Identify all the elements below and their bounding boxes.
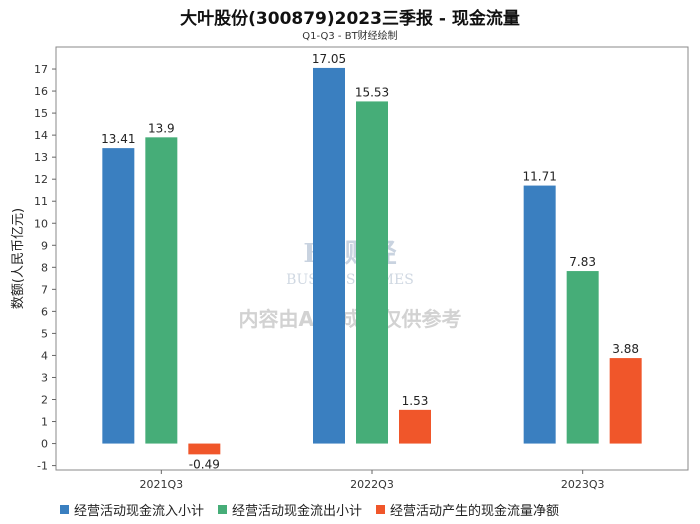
legend-label-inflow: 经营活动现金流入小计 xyxy=(74,504,205,519)
legend: 经营活动现金流入小计 经营活动现金流出小计 经营活动产生的现金流量净额 xyxy=(60,500,559,519)
bar-2023Q3-s1 xyxy=(566,271,599,444)
y-tick-label: 13 xyxy=(34,151,48,164)
y-tick-label: 12 xyxy=(34,173,48,186)
data-label: 17.05 xyxy=(312,52,346,66)
bar-2023Q3-s0 xyxy=(523,185,556,444)
y-tick-label: 0 xyxy=(41,438,48,451)
data-label: 1.53 xyxy=(402,394,429,408)
y-tick-label: 6 xyxy=(41,305,48,318)
bar-2022Q3-s2 xyxy=(399,409,431,444)
chart-subtitle: Q1-Q3 - BT财经绘制 xyxy=(302,31,398,42)
bar-2022Q3-s0 xyxy=(313,67,345,444)
legend-item-net[interactable]: 经营活动产生的现金流量净额 xyxy=(376,500,559,519)
y-tick-label: 11 xyxy=(34,195,48,208)
y-tick-label: 16 xyxy=(34,85,48,98)
y-tick-label: 14 xyxy=(34,129,48,142)
legend-label-net: 经营活动产生的现金流量净额 xyxy=(390,504,560,519)
data-label: 13.41 xyxy=(101,132,135,146)
legend-item-inflow[interactable]: 经营活动现金流入小计 xyxy=(60,500,204,519)
data-label: 3.88 xyxy=(612,342,639,356)
data-label: 11.71 xyxy=(522,170,556,184)
bar-2022Q3-s1 xyxy=(356,101,388,444)
bar-2021Q3-s1 xyxy=(145,137,178,444)
data-label: 15.53 xyxy=(355,85,389,99)
legend-swatch-inflow xyxy=(60,505,69,514)
x-tick-label: 2022Q3 xyxy=(350,478,394,491)
y-tick-label: 9 xyxy=(41,239,48,252)
chart-title: 大叶股份(300879)2023三季报 - 现金流量 xyxy=(180,9,520,29)
legend-swatch-net xyxy=(376,505,386,514)
y-tick-label: 7 xyxy=(41,283,48,296)
y-tick-label: 17 xyxy=(34,63,48,76)
y-tick-label: -1 xyxy=(37,460,48,473)
legend-item-outflow[interactable]: 经营活动现金流出小计 xyxy=(218,500,362,519)
bar-2021Q3-s2 xyxy=(188,443,221,455)
y-tick-label: 1 xyxy=(41,416,48,429)
x-tick-label: 2023Q3 xyxy=(561,478,605,491)
y-tick-label: 10 xyxy=(34,217,48,230)
watermark-notice: 内容由AI生成，仅供参考 xyxy=(239,307,462,331)
y-tick-label: 2 xyxy=(41,394,48,407)
y-tick-label: 8 xyxy=(41,261,48,274)
y-tick-label: 5 xyxy=(41,327,48,340)
data-label: -0.49 xyxy=(189,457,220,471)
data-label: 7.83 xyxy=(569,255,596,269)
y-tick-label: 4 xyxy=(41,349,48,362)
y-tick-label: 15 xyxy=(34,107,48,120)
x-tick-label: 2021Q3 xyxy=(140,478,184,491)
legend-label-outflow: 经营活动现金流出小计 xyxy=(232,504,363,519)
legend-swatch-outflow xyxy=(218,505,228,514)
bar-2021Q3-s0 xyxy=(102,148,135,444)
y-axis-label: 数额(人民币亿元) xyxy=(11,208,26,309)
bar-2023Q3-s2 xyxy=(609,358,642,444)
y-tick-label: 3 xyxy=(41,371,48,384)
data-label: 13.9 xyxy=(148,121,175,135)
watermark-brand-en: BUSINESSTIMES xyxy=(286,272,414,288)
